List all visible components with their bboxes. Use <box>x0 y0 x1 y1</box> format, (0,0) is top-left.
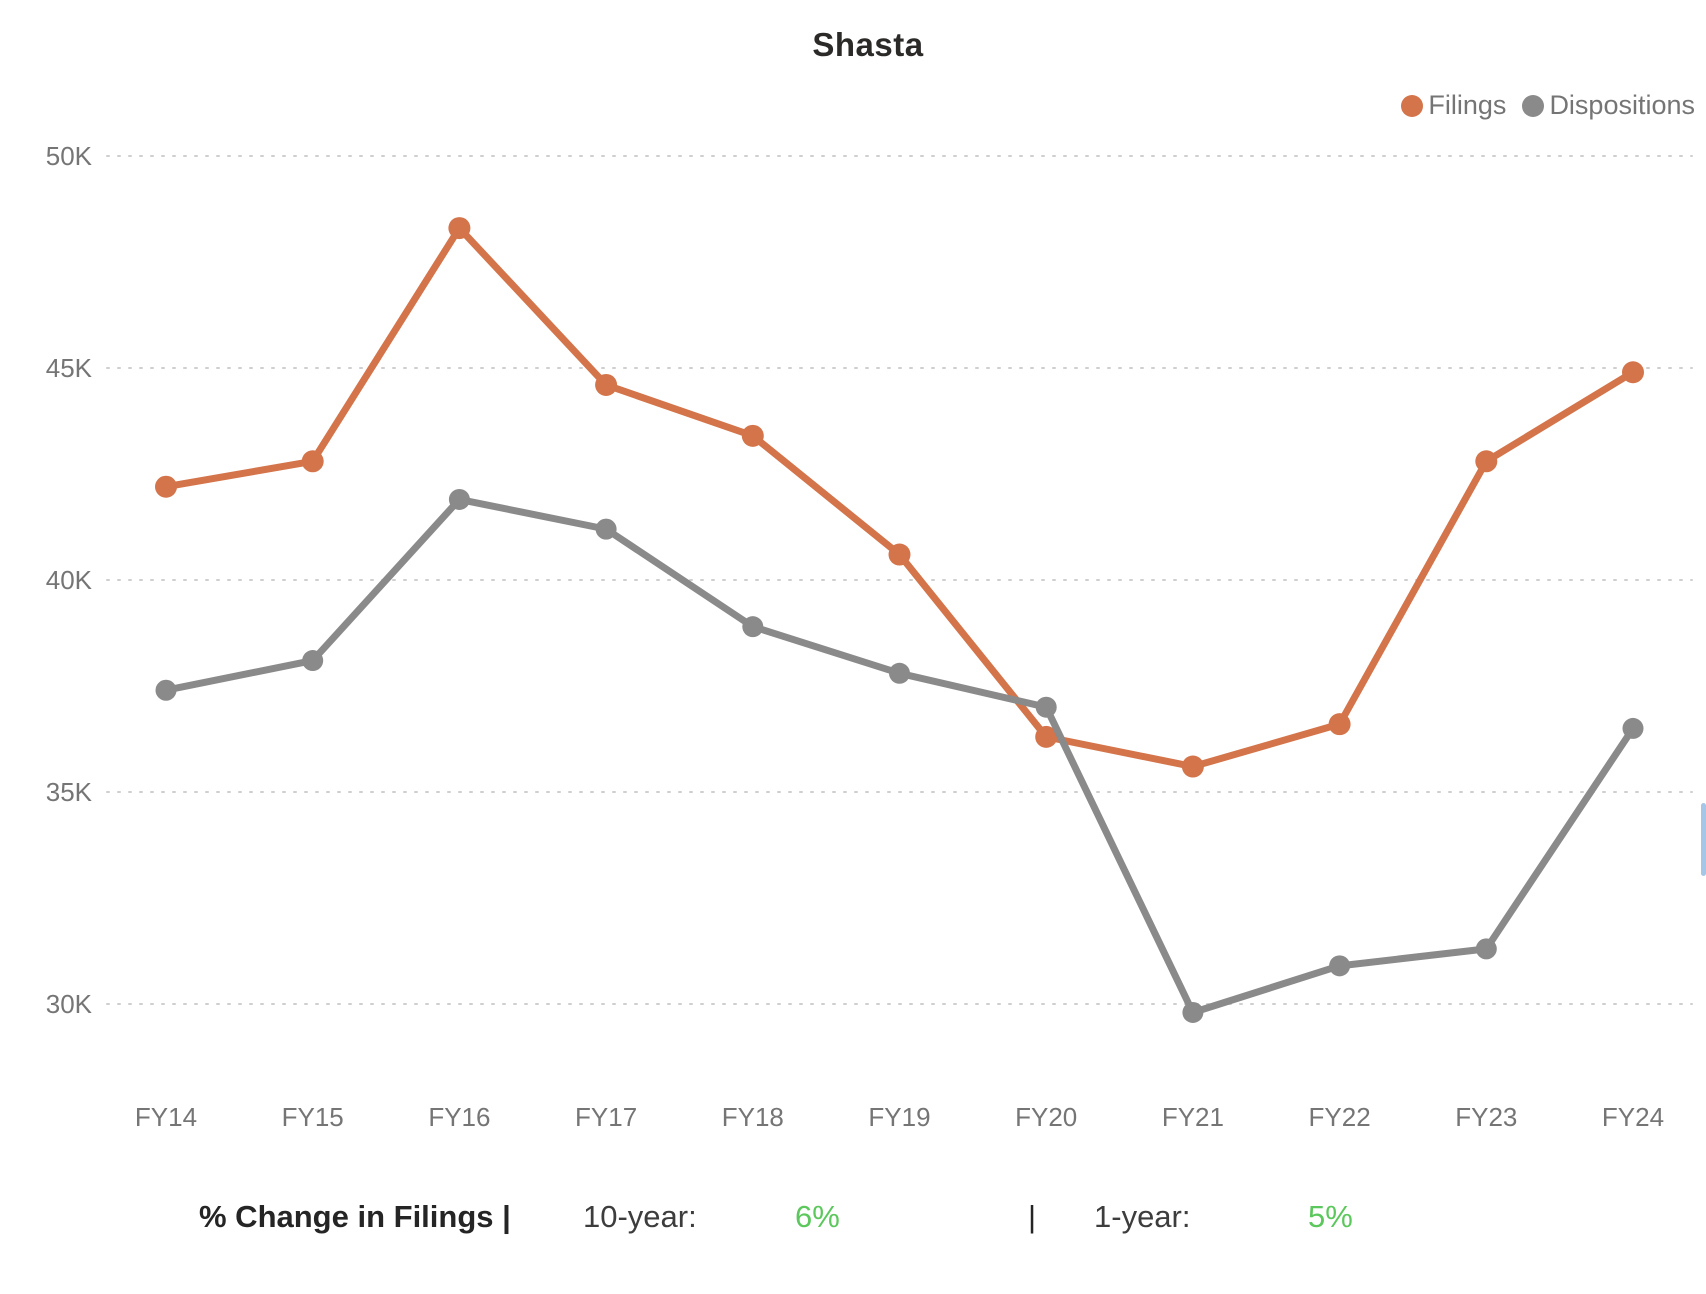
y-axis-label: 30K <box>46 989 93 1019</box>
filings-point-FY24[interactable] <box>1622 361 1644 384</box>
dispositions-point-FY24[interactable] <box>1622 717 1644 739</box>
stat-1-year-value: 5% <box>1308 1199 1353 1234</box>
stats-separator: | <box>1028 1199 1037 1234</box>
legend: Filings Dispositions <box>1401 90 1695 121</box>
stat-1-year-label: 1-year: <box>1094 1199 1191 1234</box>
x-axis-label: FY23 <box>1455 1102 1517 1132</box>
legend-item-dispositions[interactable]: Dispositions <box>1522 90 1695 121</box>
dispositions-point-FY20[interactable] <box>1035 696 1057 718</box>
dispositions-line[interactable] <box>162 495 1637 1016</box>
x-axis-label: FY19 <box>868 1102 930 1132</box>
x-axis-label: FY22 <box>1309 1102 1371 1132</box>
dispositions-point-FY21[interactable] <box>1182 1001 1204 1023</box>
y-axis-label: 40K <box>46 565 93 595</box>
dispositions-point-FY17[interactable] <box>595 518 617 540</box>
x-axis-label: FY24 <box>1602 1102 1664 1132</box>
filings-legend-dot-icon <box>1401 94 1424 117</box>
dispositions-legend-dot-icon <box>1522 94 1545 117</box>
x-axis-label: FY14 <box>135 1102 197 1132</box>
stats-label: % Change in Filings | <box>199 1199 511 1234</box>
x-axis-label: FY21 <box>1162 1102 1224 1132</box>
filings-point-FY20[interactable] <box>1035 725 1058 748</box>
dispositions-point-FY22[interactable] <box>1329 955 1351 977</box>
stat-10-year-label: 10-year: <box>583 1199 697 1234</box>
x-axis-label: FY20 <box>1015 1102 1077 1132</box>
filings-point-FY23[interactable] <box>1475 450 1498 473</box>
chart-title: Shasta <box>812 26 924 63</box>
filings-point-FY15[interactable] <box>301 450 324 473</box>
y-axis-label: 45K <box>46 353 93 383</box>
dispositions-point-FY16[interactable] <box>448 488 470 510</box>
y-axis-label: 50K <box>46 141 93 171</box>
dispositions-point-FY18[interactable] <box>742 616 764 638</box>
dispositions-point-FY14[interactable] <box>155 679 177 701</box>
filings-point-FY18[interactable] <box>741 424 764 447</box>
filings-point-FY16[interactable] <box>448 217 471 240</box>
y-axis-label: 35K <box>46 777 93 807</box>
x-axis-label: FY17 <box>575 1102 637 1132</box>
x-axis-label: FY18 <box>722 1102 784 1132</box>
stat-10-year-value: 6% <box>795 1199 840 1234</box>
stats-row: % Change in Filings | 10-year: 6% | 1-ye… <box>0 1196 1706 1240</box>
legend-label-filings: Filings <box>1428 90 1507 120</box>
filings-line[interactable] <box>162 224 1637 771</box>
dispositions-point-FY19[interactable] <box>889 662 910 684</box>
filings-point-FY19[interactable] <box>888 543 911 566</box>
x-axis-label: FY15 <box>282 1102 344 1132</box>
legend-label-dispositions: Dispositions <box>1549 90 1695 120</box>
filings-point-FY17[interactable] <box>595 373 618 396</box>
scrollbar-thumb[interactable] <box>1701 803 1706 876</box>
filings-point-FY14[interactable] <box>155 475 177 498</box>
filings-point-FY22[interactable] <box>1328 713 1351 736</box>
x-axis-label: FY16 <box>428 1102 490 1132</box>
legend-item-filings[interactable]: Filings <box>1401 90 1506 121</box>
filings-point-FY21[interactable] <box>1181 755 1204 778</box>
dispositions-point-FY15[interactable] <box>302 650 324 672</box>
dispositions-point-FY23[interactable] <box>1475 938 1497 960</box>
